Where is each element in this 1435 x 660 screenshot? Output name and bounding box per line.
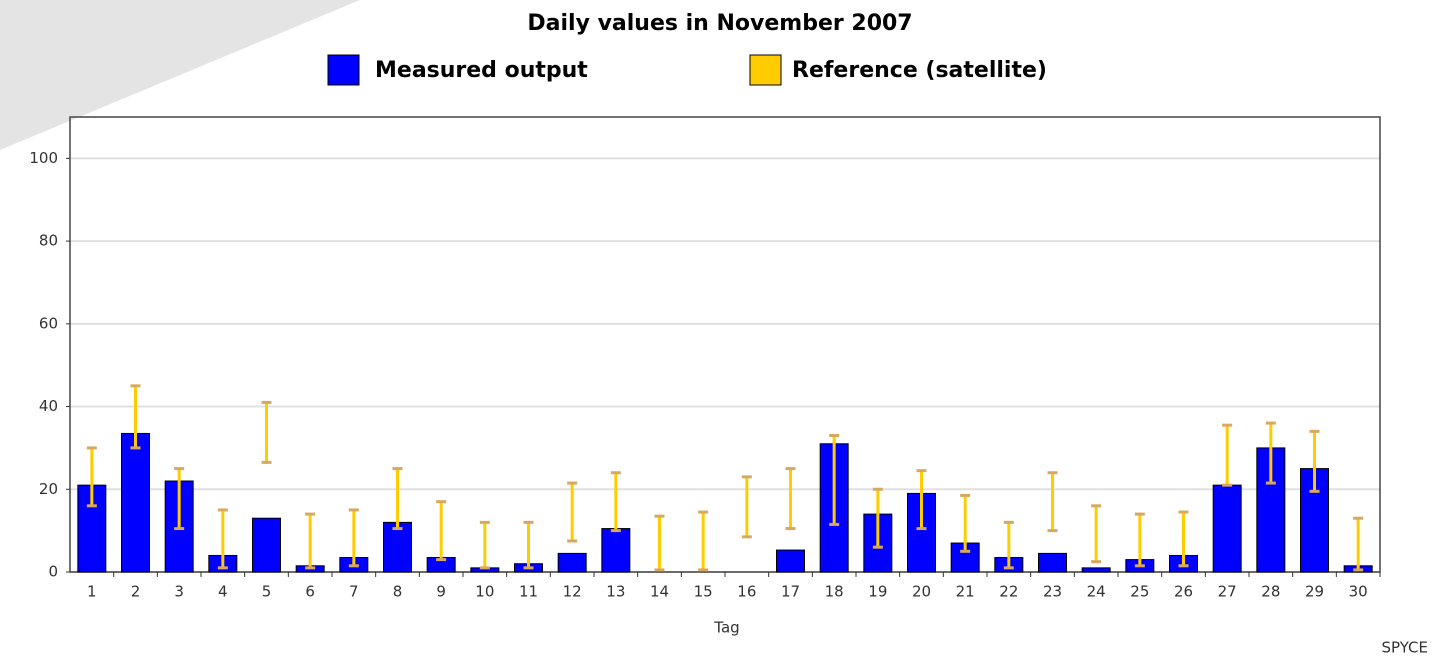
watermark: SPYCE [1381, 639, 1428, 657]
decoration [0, 0, 360, 150]
x-tick-label: 3 [174, 583, 184, 601]
bar [1038, 552, 1067, 573]
y-tick-label: 60 [39, 314, 58, 332]
bar [557, 552, 587, 573]
bar [121, 432, 150, 573]
legend-label: Reference (satellite) [792, 58, 1047, 83]
x-tick-label: 7 [349, 583, 359, 601]
x-tick-label: 13 [606, 583, 625, 601]
y-tick-label: 100 [29, 149, 58, 167]
x-tick-label: 18 [825, 583, 844, 601]
legend-swatch [327, 54, 360, 86]
x-tick-label: 1 [87, 583, 97, 601]
x-tick-label: 27 [1218, 583, 1237, 601]
x-tick-label: 15 [694, 583, 713, 601]
x-tick-label: 23 [1043, 583, 1062, 601]
bar [77, 484, 107, 573]
x-tick-label: 17 [781, 583, 800, 601]
x-tick-label: 9 [436, 583, 446, 601]
chart-title: Daily values in November 2007 [527, 11, 912, 36]
x-tick-label: 21 [956, 583, 975, 601]
bar [1212, 484, 1242, 573]
bar [776, 549, 805, 573]
x-tick-label: 29 [1305, 583, 1324, 601]
x-tick-label: 30 [1349, 583, 1368, 601]
x-tick-label: 16 [737, 583, 756, 601]
y-tick-label: 40 [39, 397, 58, 415]
x-tick-label: 25 [1130, 583, 1149, 601]
plot-frame [69, 116, 1381, 573]
x-tick-label: 10 [475, 583, 494, 601]
y-tick-label: 20 [39, 480, 58, 498]
x-tick-label: 19 [868, 583, 887, 601]
legend-swatch [749, 54, 782, 86]
x-tick-label: 22 [999, 583, 1018, 601]
x-tick-label: 8 [393, 583, 403, 601]
x-tick-label: 28 [1261, 583, 1280, 601]
x-tick-label: 12 [563, 583, 582, 601]
x-tick-label: 20 [912, 583, 931, 601]
x-tick-label: 2 [131, 583, 141, 601]
x-tick-label: 14 [650, 583, 669, 601]
x-tick-label: 11 [519, 583, 538, 601]
x-tick-label: 6 [305, 583, 315, 601]
bar [1081, 567, 1111, 573]
x-tick-label: 4 [218, 583, 228, 601]
y-tick-label: 0 [48, 563, 58, 581]
bar [252, 517, 281, 573]
x-tick-label: 24 [1087, 583, 1106, 601]
y-tick-label: 80 [39, 232, 58, 250]
bar [601, 528, 631, 573]
legend-label: Measured output [375, 58, 588, 83]
x-axis-label: Tag [713, 619, 739, 637]
x-tick-label: 26 [1174, 583, 1193, 601]
x-tick-label: 5 [262, 583, 272, 601]
